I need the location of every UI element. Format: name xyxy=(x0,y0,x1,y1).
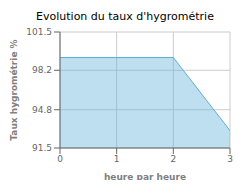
svg-text:Taux hygrométrie %: Taux hygrométrie % xyxy=(9,39,19,140)
svg-text:91.5: 91.5 xyxy=(32,143,52,153)
svg-text:0: 0 xyxy=(57,154,63,164)
svg-text:heure par heure: heure par heure xyxy=(104,172,186,180)
svg-text:3: 3 xyxy=(227,154,233,164)
svg-text:101.5: 101.5 xyxy=(26,27,52,37)
svg-text:94.8: 94.8 xyxy=(32,105,52,115)
svg-text:1: 1 xyxy=(114,154,120,164)
svg-text:2: 2 xyxy=(170,154,176,164)
html-text:Evolution du taux d'hygrométri: Evolution du taux d'hygrométrie xyxy=(36,10,214,23)
svg-text:98.2: 98.2 xyxy=(32,65,52,75)
